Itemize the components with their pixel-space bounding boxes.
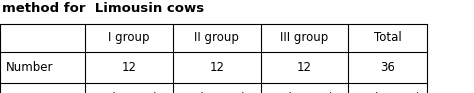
Text: 12: 12 xyxy=(122,61,137,74)
Text: Pregnant: Pregnant xyxy=(6,92,59,93)
Text: 5 (41.6%): 5 (41.6%) xyxy=(100,92,158,93)
Text: III group: III group xyxy=(281,31,328,44)
Text: Total: Total xyxy=(374,31,401,44)
Text: 12: 12 xyxy=(297,61,312,74)
Text: 12: 12 xyxy=(210,61,224,74)
Text: II group: II group xyxy=(194,31,239,44)
Text: 36: 36 xyxy=(380,61,395,74)
Text: method for  Limousin cows: method for Limousin cows xyxy=(2,2,204,15)
Text: Number: Number xyxy=(6,61,53,74)
Text: 4 (33.3%): 4 (33.3%) xyxy=(276,92,333,93)
Text: I group: I group xyxy=(109,31,150,44)
Text: 17 (47.2%): 17 (47.2%) xyxy=(355,92,420,93)
Text: 8 (66.6%): 8 (66.6%) xyxy=(188,92,246,93)
